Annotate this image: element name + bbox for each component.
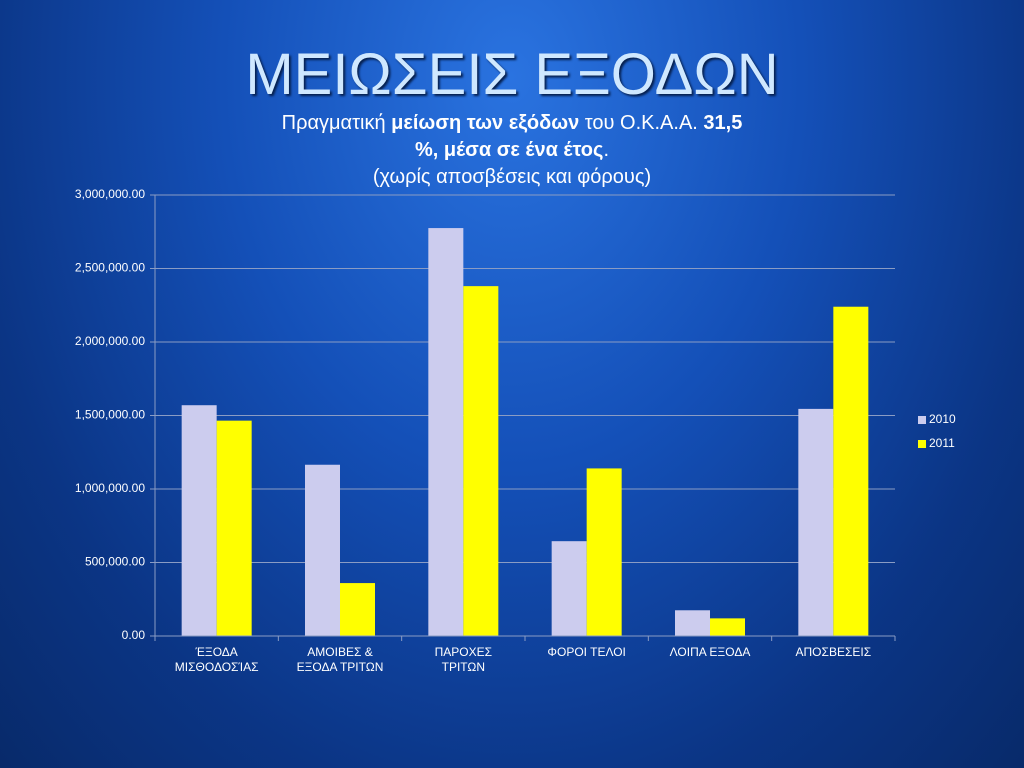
bar [798,408,834,636]
y-tick-label: 3,000,000.00 [75,187,145,201]
y-tick-label: 500,000.00 [85,555,145,569]
legend-swatch [918,440,926,448]
bar [710,618,745,636]
subtitle-line: Πραγματική μείωση των εξόδων του Ο.Κ.Α.Α… [150,110,874,137]
y-tick-label: 1,000,000.00 [75,481,145,495]
legend-label: 2011 [929,436,955,450]
subtitle-text: 31,5 [703,112,743,134]
subtitle-text: μείωση των εξόδων [391,112,580,134]
bar [305,464,340,636]
subtitle-line: (χωρίς αποσβέσεις και φόρους) [150,164,874,191]
subtitle-text: Πραγματική [281,112,392,134]
subtitle-text: %, μέσα σε ένα έτος [415,139,604,161]
bar [463,286,499,636]
bar [833,306,869,636]
x-tick-label: ΑΜΟΙΒΕΣ & ΕΞΟΔΑ ΤΡΙΤΩΝ [296,645,384,674]
bar [181,405,217,636]
subtitle-line: %, μέσα σε ένα έτος. [150,137,874,164]
title: ΜΕΙΩΣΕΙΣ ΕΞΟΔΩΝ [245,42,779,107]
subtitle-text: του Ο.Κ.Α.Α. [579,112,704,134]
x-tick-label: ΠΑΡΟΧΕΣ ΤΡΙΤΩΝ [434,645,493,674]
y-tick-label: 0.00 [122,628,146,642]
x-tick-label: ΑΠΟΣΒΕΣΕΙΣ [795,645,872,659]
y-tick-label: 2,500,000.00 [75,261,145,275]
x-tick-label: ΛΟΙΠΑ ΕΞΟΔΑ [669,645,751,659]
y-tick-label: 2,000,000.00 [75,334,145,348]
bar [551,541,587,636]
subtitle-text: . [603,139,609,161]
bar [340,583,375,636]
bar [586,468,622,636]
subtitle: Πραγματική μείωση των εξόδων του Ο.Κ.Α.Α… [150,110,874,191]
legend-label: 2010 [929,412,956,426]
x-tick-label: ΈΞΟΔΑ ΜΙΣΘΟΔΟΣΊΑΣ [174,645,259,674]
y-tick-label: 1,500,000.00 [75,408,145,422]
x-tick-label: ΦΟΡΟΙ ΤΕΛΟΙ [547,645,626,659]
bar [216,420,252,636]
bar [675,610,710,636]
subtitle-text: (χωρίς αποσβέσεις και φόρους) [372,166,652,188]
bar [428,228,464,636]
legend-swatch [918,416,926,424]
